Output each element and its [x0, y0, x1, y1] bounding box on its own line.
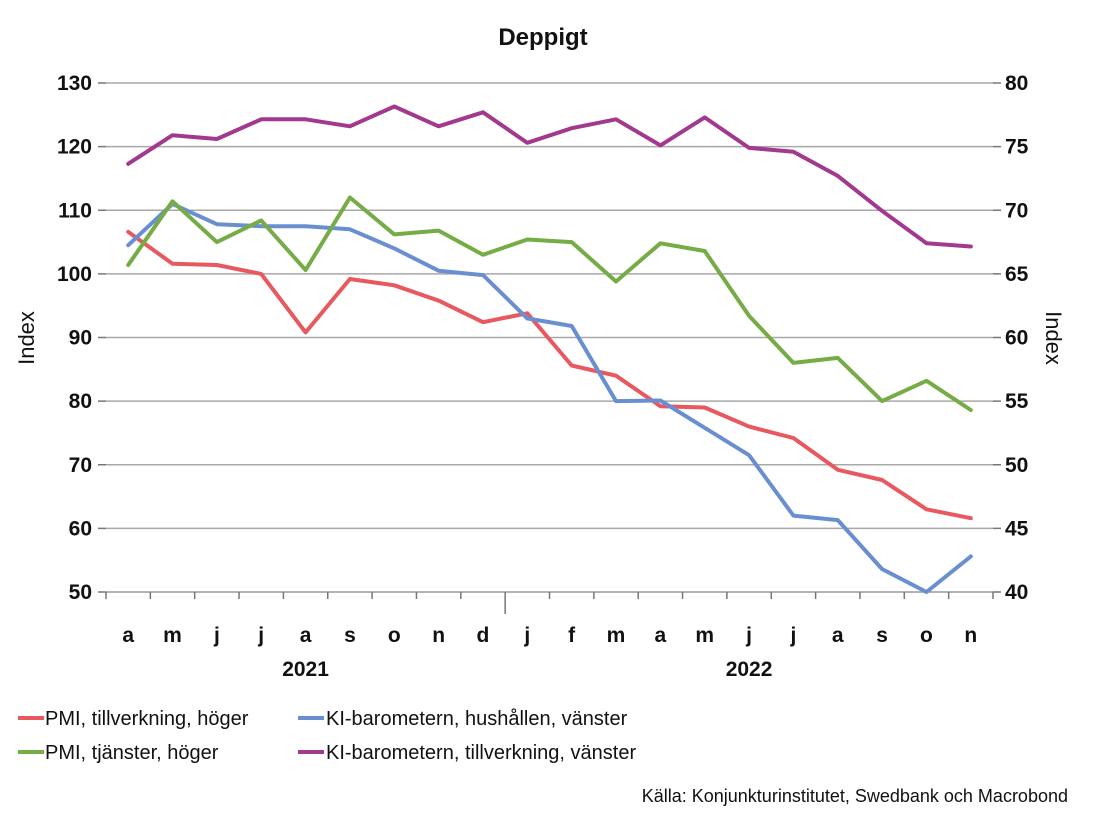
- x-tick-label: a: [300, 624, 312, 647]
- x-tick-label: n: [432, 624, 445, 647]
- x-tick-label: a: [122, 624, 134, 647]
- left-tick-label: 110: [58, 199, 92, 222]
- left-tick-label: 80: [69, 390, 92, 413]
- legend-item-3: KI-barometern, tillverkning, vänster: [298, 742, 636, 764]
- x-tick-label: j: [745, 624, 752, 647]
- left-tick-label: 90: [69, 327, 92, 350]
- legend: PMI, tillverkning, höger KI-barometern, …: [18, 708, 636, 764]
- x-tick-label: j: [523, 624, 530, 647]
- right-tick-label: 60: [1005, 327, 1028, 350]
- legend-label-2: PMI, tjänster, höger: [45, 742, 219, 764]
- legend-item-1: KI-barometern, hushållen, vänster: [298, 708, 628, 730]
- left-axis-label: Index: [14, 311, 39, 365]
- right-tick-label: 80: [1005, 72, 1028, 95]
- right-tick-label: 70: [1005, 199, 1028, 222]
- series-line-1: [126, 201, 973, 594]
- right-tick-label: 45: [1005, 517, 1029, 540]
- x-tick-label: s: [344, 624, 356, 647]
- legend-item-2: PMI, tjänster, höger: [18, 742, 219, 764]
- x-tick-label: o: [388, 624, 401, 647]
- right-tick-label: 75: [1005, 136, 1029, 159]
- series-line-3: [126, 104, 973, 249]
- x-tick-label: f: [568, 624, 576, 647]
- x-tick-label: d: [477, 624, 490, 647]
- source-note: Källa: Konjunkturinstitutet, Swedbank oc…: [642, 786, 1068, 806]
- chart-title: Deppigt: [498, 24, 587, 51]
- x-tick-label: m: [163, 624, 182, 647]
- legend-label-0: PMI, tillverkning, höger: [45, 708, 249, 730]
- x-tick-label: o: [920, 624, 933, 647]
- legend-label-1: KI-barometern, hushållen, vänster: [326, 708, 628, 730]
- series-line-2: [126, 195, 973, 412]
- right-tick-label: 40: [1005, 581, 1028, 604]
- x-tick-label: a: [832, 624, 844, 647]
- left-tick-label: 130: [57, 72, 92, 95]
- x-tick-label: j: [257, 624, 264, 647]
- x-tick-label: m: [695, 624, 714, 647]
- legend-label-3: KI-barometern, tillverkning, vänster: [326, 742, 636, 764]
- series-lines: [126, 104, 973, 594]
- left-axis: 50 60 70 80 90 100 110 120 130: [57, 72, 106, 604]
- x-tick-label: a: [655, 624, 667, 647]
- legend-item-0: PMI, tillverkning, höger: [18, 708, 249, 730]
- x-axis: a m j j a s o n d j f m a m j j a s o n 2021 2022: [105, 592, 994, 681]
- year-label: 2021: [282, 658, 329, 681]
- left-tick-label: 60: [69, 517, 92, 540]
- right-axis: 40 45 50 55 60 65 70 75 80: [993, 72, 1029, 604]
- right-axis-label: Index: [1041, 311, 1066, 365]
- x-tick-label: m: [607, 624, 626, 647]
- left-tick-label: 50: [69, 581, 92, 604]
- series-line-0: [126, 229, 973, 521]
- x-tick-label: j: [790, 624, 797, 647]
- left-tick-label: 70: [69, 454, 92, 477]
- x-tick-label: s: [876, 624, 888, 647]
- left-tick-label: 100: [57, 263, 92, 286]
- x-tick-label: n: [964, 624, 977, 647]
- year-label: 2022: [726, 658, 773, 681]
- right-tick-label: 50: [1005, 454, 1028, 477]
- left-tick-label: 120: [57, 136, 92, 159]
- right-tick-label: 65: [1005, 263, 1029, 286]
- right-tick-label: 55: [1005, 390, 1029, 413]
- x-tick-label: j: [213, 624, 220, 647]
